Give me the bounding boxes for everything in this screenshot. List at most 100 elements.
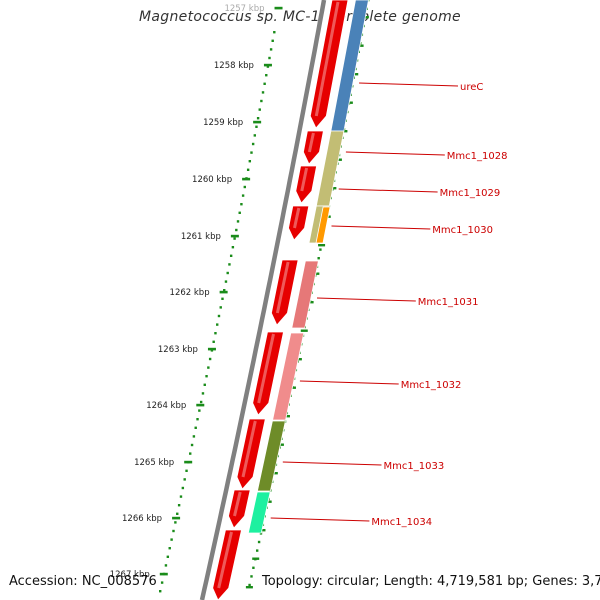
cds-arrow[interactable] bbox=[228, 489, 251, 529]
ruler-tick-label: 1259 kbp bbox=[203, 118, 243, 128]
gene-label[interactable]: Mmc1_1029 bbox=[440, 188, 501, 199]
ruler-major-dash bbox=[207, 347, 216, 351]
ruler-dot bbox=[236, 220, 240, 223]
ruler-dot bbox=[266, 65, 270, 68]
ruler-dot bbox=[248, 583, 251, 587]
ruler-dot bbox=[268, 56, 271, 60]
cds-arrow[interactable] bbox=[309, 0, 349, 129]
ruler-dot bbox=[235, 228, 238, 232]
ruler-dot bbox=[214, 332, 217, 335]
cds-highlight bbox=[300, 167, 309, 192]
ruler-tick-label: 1264 kbp bbox=[146, 401, 186, 411]
ruler-dot bbox=[229, 254, 233, 257]
ruler-dot bbox=[168, 547, 171, 550]
ruler-dot bbox=[263, 82, 266, 85]
cds-highlight bbox=[241, 420, 257, 478]
ruler-dot bbox=[198, 409, 201, 412]
cds-arrow[interactable] bbox=[212, 529, 242, 600]
ruler-dot bbox=[258, 108, 261, 111]
ruler-dot bbox=[192, 435, 196, 438]
ruler-dot bbox=[189, 452, 192, 455]
ruler-dot bbox=[172, 529, 175, 533]
gene-label-layer: ureC Mmc1_1028 Mmc1_1029 Mmc1_1030 Mmc1_1031… bbox=[270, 82, 508, 528]
gene-label[interactable]: Mmc1_1034 bbox=[371, 517, 432, 528]
gene-label[interactable]: Mmc1_1028 bbox=[447, 151, 508, 162]
ruler-dot bbox=[221, 297, 224, 300]
ruler-major-dash bbox=[159, 572, 168, 576]
ruler-dash bbox=[252, 557, 260, 560]
ruler-major-dash bbox=[242, 177, 251, 181]
cds-arrow[interactable] bbox=[288, 205, 310, 241]
ruler-tick-label: 1261 kbp bbox=[181, 232, 221, 242]
ruler-dot bbox=[217, 314, 221, 318]
gene-feature-layer bbox=[247, 0, 369, 534]
ruler-dot bbox=[216, 323, 219, 326]
ruler-dot bbox=[224, 280, 228, 283]
gene-label[interactable]: ureC bbox=[460, 82, 483, 93]
ruler-dot bbox=[179, 495, 183, 498]
ruler-dot bbox=[177, 504, 181, 507]
ruler-dash bbox=[300, 329, 308, 332]
gene-feature[interactable] bbox=[272, 332, 305, 421]
cds-highlight bbox=[217, 531, 233, 589]
ruler-dot bbox=[207, 366, 210, 369]
ruler-dot bbox=[273, 31, 276, 34]
ruler-dot bbox=[203, 383, 206, 386]
ruler-dot bbox=[183, 478, 186, 481]
ruler-dot bbox=[210, 349, 214, 352]
ruler-major-dash bbox=[263, 63, 272, 67]
ruler-dot bbox=[271, 39, 274, 42]
ruler-dot bbox=[255, 549, 259, 552]
ruler-dot bbox=[240, 203, 243, 206]
cds-highlight bbox=[233, 491, 242, 517]
ruler-dot bbox=[260, 99, 263, 103]
gene-label-leader bbox=[299, 380, 399, 385]
ruler-dot bbox=[166, 555, 170, 558]
ruler-dot bbox=[265, 74, 268, 77]
backbone-layer bbox=[199, 0, 327, 600]
ruler-dot bbox=[246, 168, 250, 171]
cds-highlight bbox=[293, 207, 301, 229]
genome-backbone bbox=[199, 0, 327, 600]
ruler-dot bbox=[181, 486, 185, 490]
ruler-tick-label: 1257 kbp bbox=[224, 4, 264, 14]
gene-feature[interactable] bbox=[256, 420, 286, 492]
ruler-major-dash bbox=[196, 403, 205, 407]
gene-label[interactable]: Mmc1_1032 bbox=[401, 380, 462, 391]
ruler-major-dash bbox=[184, 460, 193, 464]
ruler-dot bbox=[269, 48, 273, 51]
ruler-tick-label: 1258 kbp bbox=[214, 61, 254, 71]
ruler-dot bbox=[248, 160, 252, 163]
ruler-major-dash bbox=[172, 516, 181, 520]
ruler-major-dash bbox=[230, 234, 239, 238]
cds-arrow[interactable] bbox=[252, 331, 284, 416]
ruler-dot bbox=[231, 246, 235, 249]
gene-feature[interactable] bbox=[315, 206, 331, 244]
ruler-major-dash bbox=[274, 6, 283, 10]
ruler-dash bbox=[318, 244, 326, 247]
gene-label-leader bbox=[282, 461, 382, 466]
ruler-tick-label: 1265 kbp bbox=[134, 458, 174, 468]
gene-feature[interactable] bbox=[291, 260, 319, 329]
gene-label[interactable]: Mmc1_1031 bbox=[418, 297, 479, 308]
ruler-dot bbox=[319, 248, 322, 251]
gene-label-leader bbox=[359, 82, 459, 87]
cds-arrow[interactable] bbox=[302, 130, 324, 165]
ruler-tick-label: 1260 kbp bbox=[192, 175, 232, 185]
cds-highlight bbox=[257, 333, 275, 404]
ruler-major-dash bbox=[253, 120, 262, 124]
ruler-dot bbox=[174, 521, 177, 524]
gene-label-leader bbox=[331, 225, 431, 230]
ruler-dot bbox=[170, 538, 173, 541]
cds-arrow[interactable] bbox=[236, 418, 266, 490]
gene-label[interactable]: Mmc1_1033 bbox=[384, 461, 445, 472]
cds-highlight bbox=[307, 132, 315, 153]
ruler-dot bbox=[241, 194, 245, 197]
cds-arrow[interactable] bbox=[270, 259, 299, 326]
ruler-dot bbox=[256, 117, 260, 120]
cds-arrow[interactable] bbox=[295, 165, 318, 204]
gene-label[interactable]: Mmc1_1030 bbox=[432, 225, 493, 236]
ruler-dot bbox=[223, 289, 226, 292]
gene-feature[interactable] bbox=[247, 491, 271, 534]
